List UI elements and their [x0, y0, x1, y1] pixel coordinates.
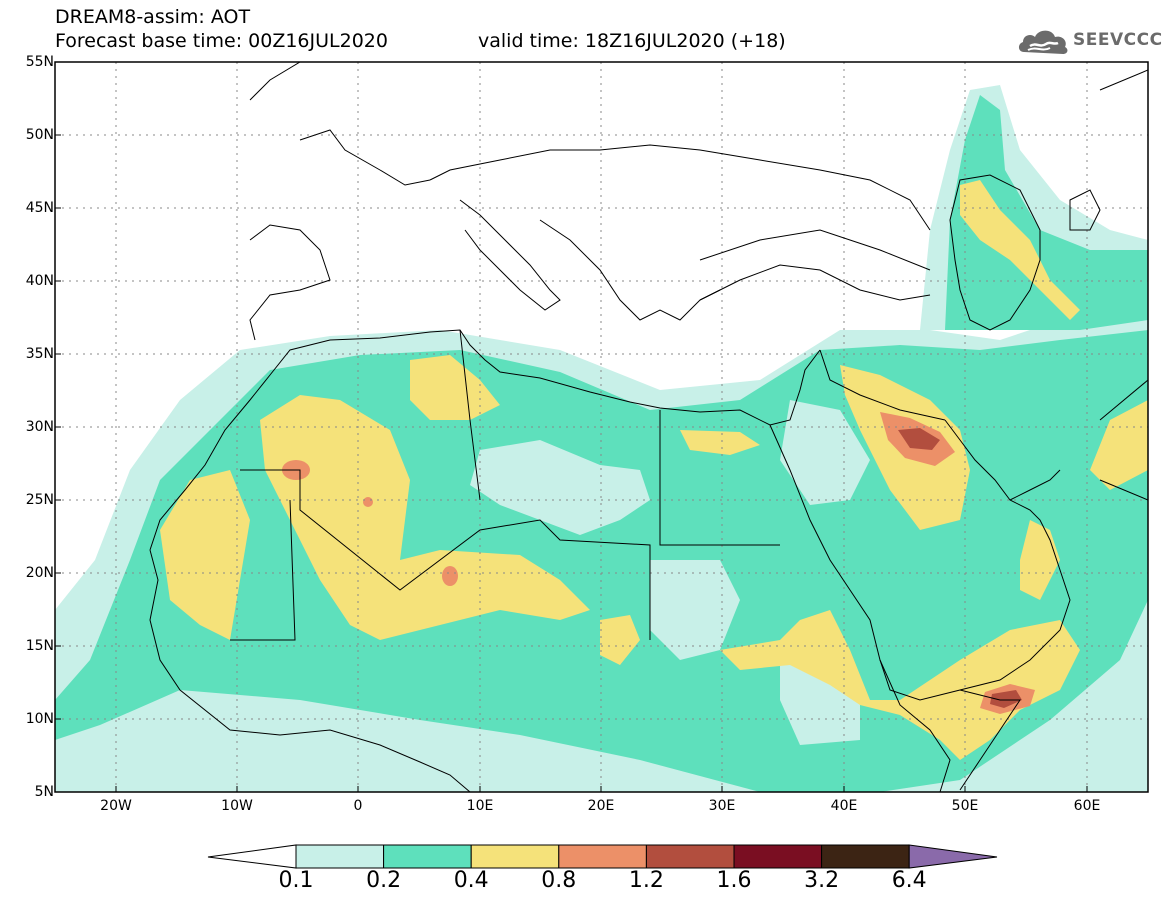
- lat-label: 50N: [25, 127, 54, 143]
- colorbar-label: 0.4: [453, 868, 489, 893]
- colorbar-label: 1.6: [716, 868, 752, 893]
- aot-level-1-2: [898, 428, 1022, 708]
- lat-label: 30N: [25, 419, 54, 435]
- colorbar-bin: [558, 844, 647, 869]
- lon-label: 50E: [951, 798, 979, 814]
- colorbar-label: 3.2: [804, 868, 840, 893]
- colorbar-bin: [383, 844, 472, 869]
- colorbar-bin: [645, 844, 735, 869]
- lon-label: 0: [353, 798, 363, 814]
- lon-label: 60E: [1073, 798, 1101, 814]
- coastlines: [149, 62, 1148, 792]
- colorbar-label: 1.2: [628, 868, 664, 893]
- lat-label: 35N: [25, 346, 54, 362]
- lat-label: 45N: [25, 200, 54, 216]
- lat-label: 25N: [25, 492, 54, 508]
- lon-label: 40E: [830, 798, 858, 814]
- colorbar-label: 6.4: [891, 868, 927, 893]
- lat-label: 20N: [25, 565, 54, 581]
- seevccc-logo: SEEVCCC: [1016, 24, 1162, 58]
- lon-label: 20W: [100, 798, 132, 814]
- lat-label: 10N: [25, 711, 54, 727]
- lon-label: 10E: [466, 798, 494, 814]
- valid-time: valid time: 18Z16JUL2020 (+18): [478, 30, 786, 52]
- cloud-logo-icon: [1018, 30, 1068, 54]
- lat-label: 55N: [25, 54, 54, 70]
- colorbar-label: 0.2: [366, 868, 402, 893]
- lat-label: 5N: [34, 784, 54, 800]
- map-title: DREAM8-assim: AOT: [55, 6, 251, 28]
- logo-text: SEEVCCC: [1073, 30, 1163, 50]
- aot-level-0-1-patches: [470, 400, 870, 745]
- colorbar-label: 0.8: [541, 868, 577, 893]
- lat-label: 15N: [25, 638, 54, 654]
- lon-label: 30E: [708, 798, 736, 814]
- map-grid: [55, 62, 1148, 792]
- lon-label: 20E: [587, 798, 615, 814]
- lon-label: 10W: [221, 798, 253, 814]
- colorbar-label: 0.1: [278, 868, 314, 893]
- colorbar-lower-triangle: [207, 844, 297, 869]
- colorbar-bin: [470, 844, 560, 869]
- lat-label: 40N: [25, 273, 54, 289]
- forecast-base-time: Forecast base time: 00Z16JUL2020: [55, 30, 388, 52]
- axis-ticks: [55, 134, 1088, 792]
- colorbar-bin: [821, 844, 910, 869]
- colorbar-upper-triangle: [908, 844, 998, 869]
- colorbar-bin: [295, 844, 385, 869]
- colorbar-bin: [733, 844, 823, 869]
